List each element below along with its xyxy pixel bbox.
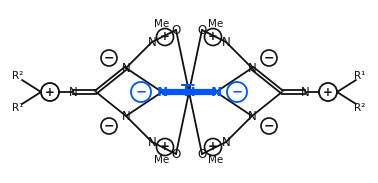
Text: Me: Me	[208, 155, 224, 165]
Text: Me: Me	[154, 19, 170, 29]
Text: O: O	[197, 147, 207, 160]
Text: Ti: Ti	[181, 85, 197, 100]
Text: N: N	[222, 36, 230, 48]
Text: −: −	[264, 51, 274, 64]
Text: Me: Me	[154, 155, 170, 165]
Text: +: +	[160, 31, 170, 44]
Text: −: −	[135, 85, 147, 98]
Text: +: +	[45, 85, 55, 98]
Text: N: N	[122, 61, 130, 74]
Text: −: −	[231, 85, 243, 98]
Text: O: O	[171, 23, 181, 36]
Text: −: −	[104, 51, 114, 64]
Text: N: N	[148, 36, 156, 48]
Text: +: +	[208, 31, 218, 44]
Text: −: −	[264, 119, 274, 132]
Text: O: O	[171, 147, 181, 160]
Text: N: N	[69, 85, 77, 98]
Text: O: O	[197, 23, 207, 36]
Text: −: −	[104, 119, 114, 132]
Text: +: +	[160, 141, 170, 154]
Text: N: N	[211, 85, 222, 98]
Text: R²: R²	[355, 103, 366, 113]
Text: N: N	[148, 135, 156, 148]
Text: N: N	[301, 85, 309, 98]
Text: N: N	[156, 85, 167, 98]
Text: R¹: R¹	[354, 71, 366, 81]
Text: R¹: R¹	[12, 103, 24, 113]
Text: Me: Me	[208, 19, 224, 29]
Text: N: N	[122, 109, 130, 122]
Text: R²: R²	[12, 71, 23, 81]
Text: +: +	[208, 141, 218, 154]
Text: N: N	[222, 135, 230, 148]
Text: N: N	[248, 109, 256, 122]
Text: +: +	[323, 85, 333, 98]
Text: N: N	[248, 61, 256, 74]
